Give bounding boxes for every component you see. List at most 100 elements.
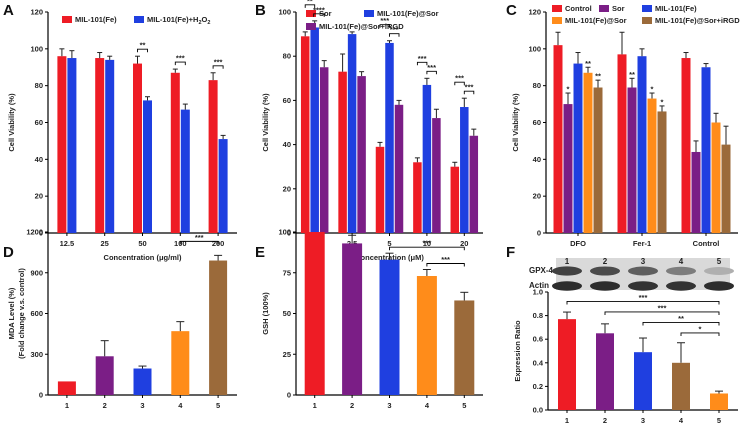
x-tick-label: 4 (178, 401, 183, 410)
significance-label: *** (418, 54, 427, 63)
x-tick-label: 4 (679, 416, 684, 425)
significance-bracket (680, 332, 720, 336)
bar (416, 276, 437, 395)
legend-label: MIL-101(Fe)@Sor+iRGD (655, 16, 740, 25)
y-tick-label: 0 (287, 229, 291, 238)
y-tick-label: 100 (30, 44, 43, 53)
legend-label: MIL-101(Fe) (655, 4, 697, 13)
bar (310, 27, 319, 233)
bar (573, 63, 583, 233)
bar (617, 54, 627, 233)
y-axis-label: MDA Level (%) (7, 287, 16, 339)
bar (563, 104, 573, 233)
x-tick-label: 5 (216, 401, 220, 410)
bar (634, 352, 652, 410)
panel-label: B (255, 2, 266, 19)
bar (558, 319, 576, 410)
bar (209, 260, 228, 395)
x-tick-label: 3 (387, 401, 391, 410)
bar (647, 98, 657, 233)
y-tick-label: 40 (283, 140, 291, 149)
legend-label: MIL-101(Fe)@Sor+iRGD (319, 22, 404, 31)
y-axis-label: Cell Viability (%) (7, 93, 16, 152)
y-tick-label: 600 (30, 309, 43, 318)
bar (338, 71, 347, 233)
blot-band (666, 281, 696, 291)
y-tick-label: 0.2 (533, 382, 543, 391)
blot-band (666, 266, 696, 276)
significance-label: *** (441, 255, 450, 264)
bar (171, 331, 190, 395)
bar (300, 36, 310, 234)
bar (432, 118, 441, 233)
blot-lane-label: 3 (641, 257, 646, 266)
significance-label: **** (313, 5, 325, 14)
significance-label: * (661, 97, 664, 106)
blot-band (552, 266, 582, 276)
legend-label: Control (565, 4, 592, 13)
y-axis-label: Cell Viability (%) (261, 93, 270, 152)
significance-bracket (137, 48, 148, 53)
significance-label: * (567, 85, 570, 94)
bar (593, 87, 603, 233)
bar (347, 34, 357, 233)
bar (304, 232, 325, 395)
y-tick-label: 25 (283, 350, 291, 359)
significance-bracket (566, 300, 720, 305)
y-tick-label: 60 (533, 118, 541, 127)
significance-bracket (179, 240, 219, 245)
significance-bracket (604, 311, 720, 315)
blot-lane-label: 1 (565, 257, 570, 266)
significance-label: ** (140, 41, 146, 50)
bar (672, 362, 690, 410)
x-tick-label: 2 (103, 401, 107, 410)
bar (596, 333, 614, 410)
bar (454, 300, 475, 395)
significance-bracket (454, 81, 465, 86)
y-tick-label: 120 (528, 8, 541, 17)
significance-label: ** (307, 0, 313, 5)
bar (319, 67, 329, 233)
x-tick-label: 50 (138, 239, 146, 248)
y-tick-label: 20 (35, 192, 43, 201)
y-tick-label: 40 (533, 155, 541, 164)
y-tick-label: 0 (537, 229, 541, 238)
blot-band (704, 281, 734, 291)
y-tick-label: 40 (35, 155, 43, 164)
bar (413, 162, 422, 233)
y-tick-label: 20 (533, 192, 541, 201)
bar (691, 151, 701, 233)
legend-swatch (642, 5, 652, 12)
y-tick-label: 60 (35, 118, 43, 127)
y-tick-label: 80 (533, 81, 541, 90)
y-tick-label: 0.0 (533, 406, 543, 415)
significance-label: *** (390, 25, 399, 34)
significance-bracket (389, 246, 465, 251)
significance-bracket (426, 70, 437, 75)
bar (57, 56, 67, 234)
x-tick-label: 1 (65, 401, 69, 410)
blot-band (704, 267, 734, 275)
significance-label: *** (176, 54, 185, 63)
bar (67, 58, 77, 233)
significance-label: ** (678, 314, 684, 323)
x-tick-label: 5 (387, 239, 391, 248)
x-tick-label: 20 (460, 239, 468, 248)
significance-bracket (389, 33, 400, 37)
bar (143, 100, 152, 234)
y-axis-label: GSH (100%) (261, 292, 270, 335)
legend-label: MIL-101(Fe)@Sor (377, 9, 439, 18)
significance-label: * (651, 85, 654, 94)
y-tick-label: 0.4 (533, 358, 544, 367)
significance-label: *** (465, 83, 474, 92)
bar (460, 107, 469, 233)
bar (357, 76, 366, 233)
significance-bracket (212, 65, 224, 69)
legend-swatch (134, 16, 144, 23)
bar (721, 144, 731, 233)
x-tick-label: 25 (101, 239, 109, 248)
panel-label: D (3, 244, 14, 261)
y-tick-label: 50 (283, 309, 291, 318)
significance-label: *** (658, 303, 667, 312)
